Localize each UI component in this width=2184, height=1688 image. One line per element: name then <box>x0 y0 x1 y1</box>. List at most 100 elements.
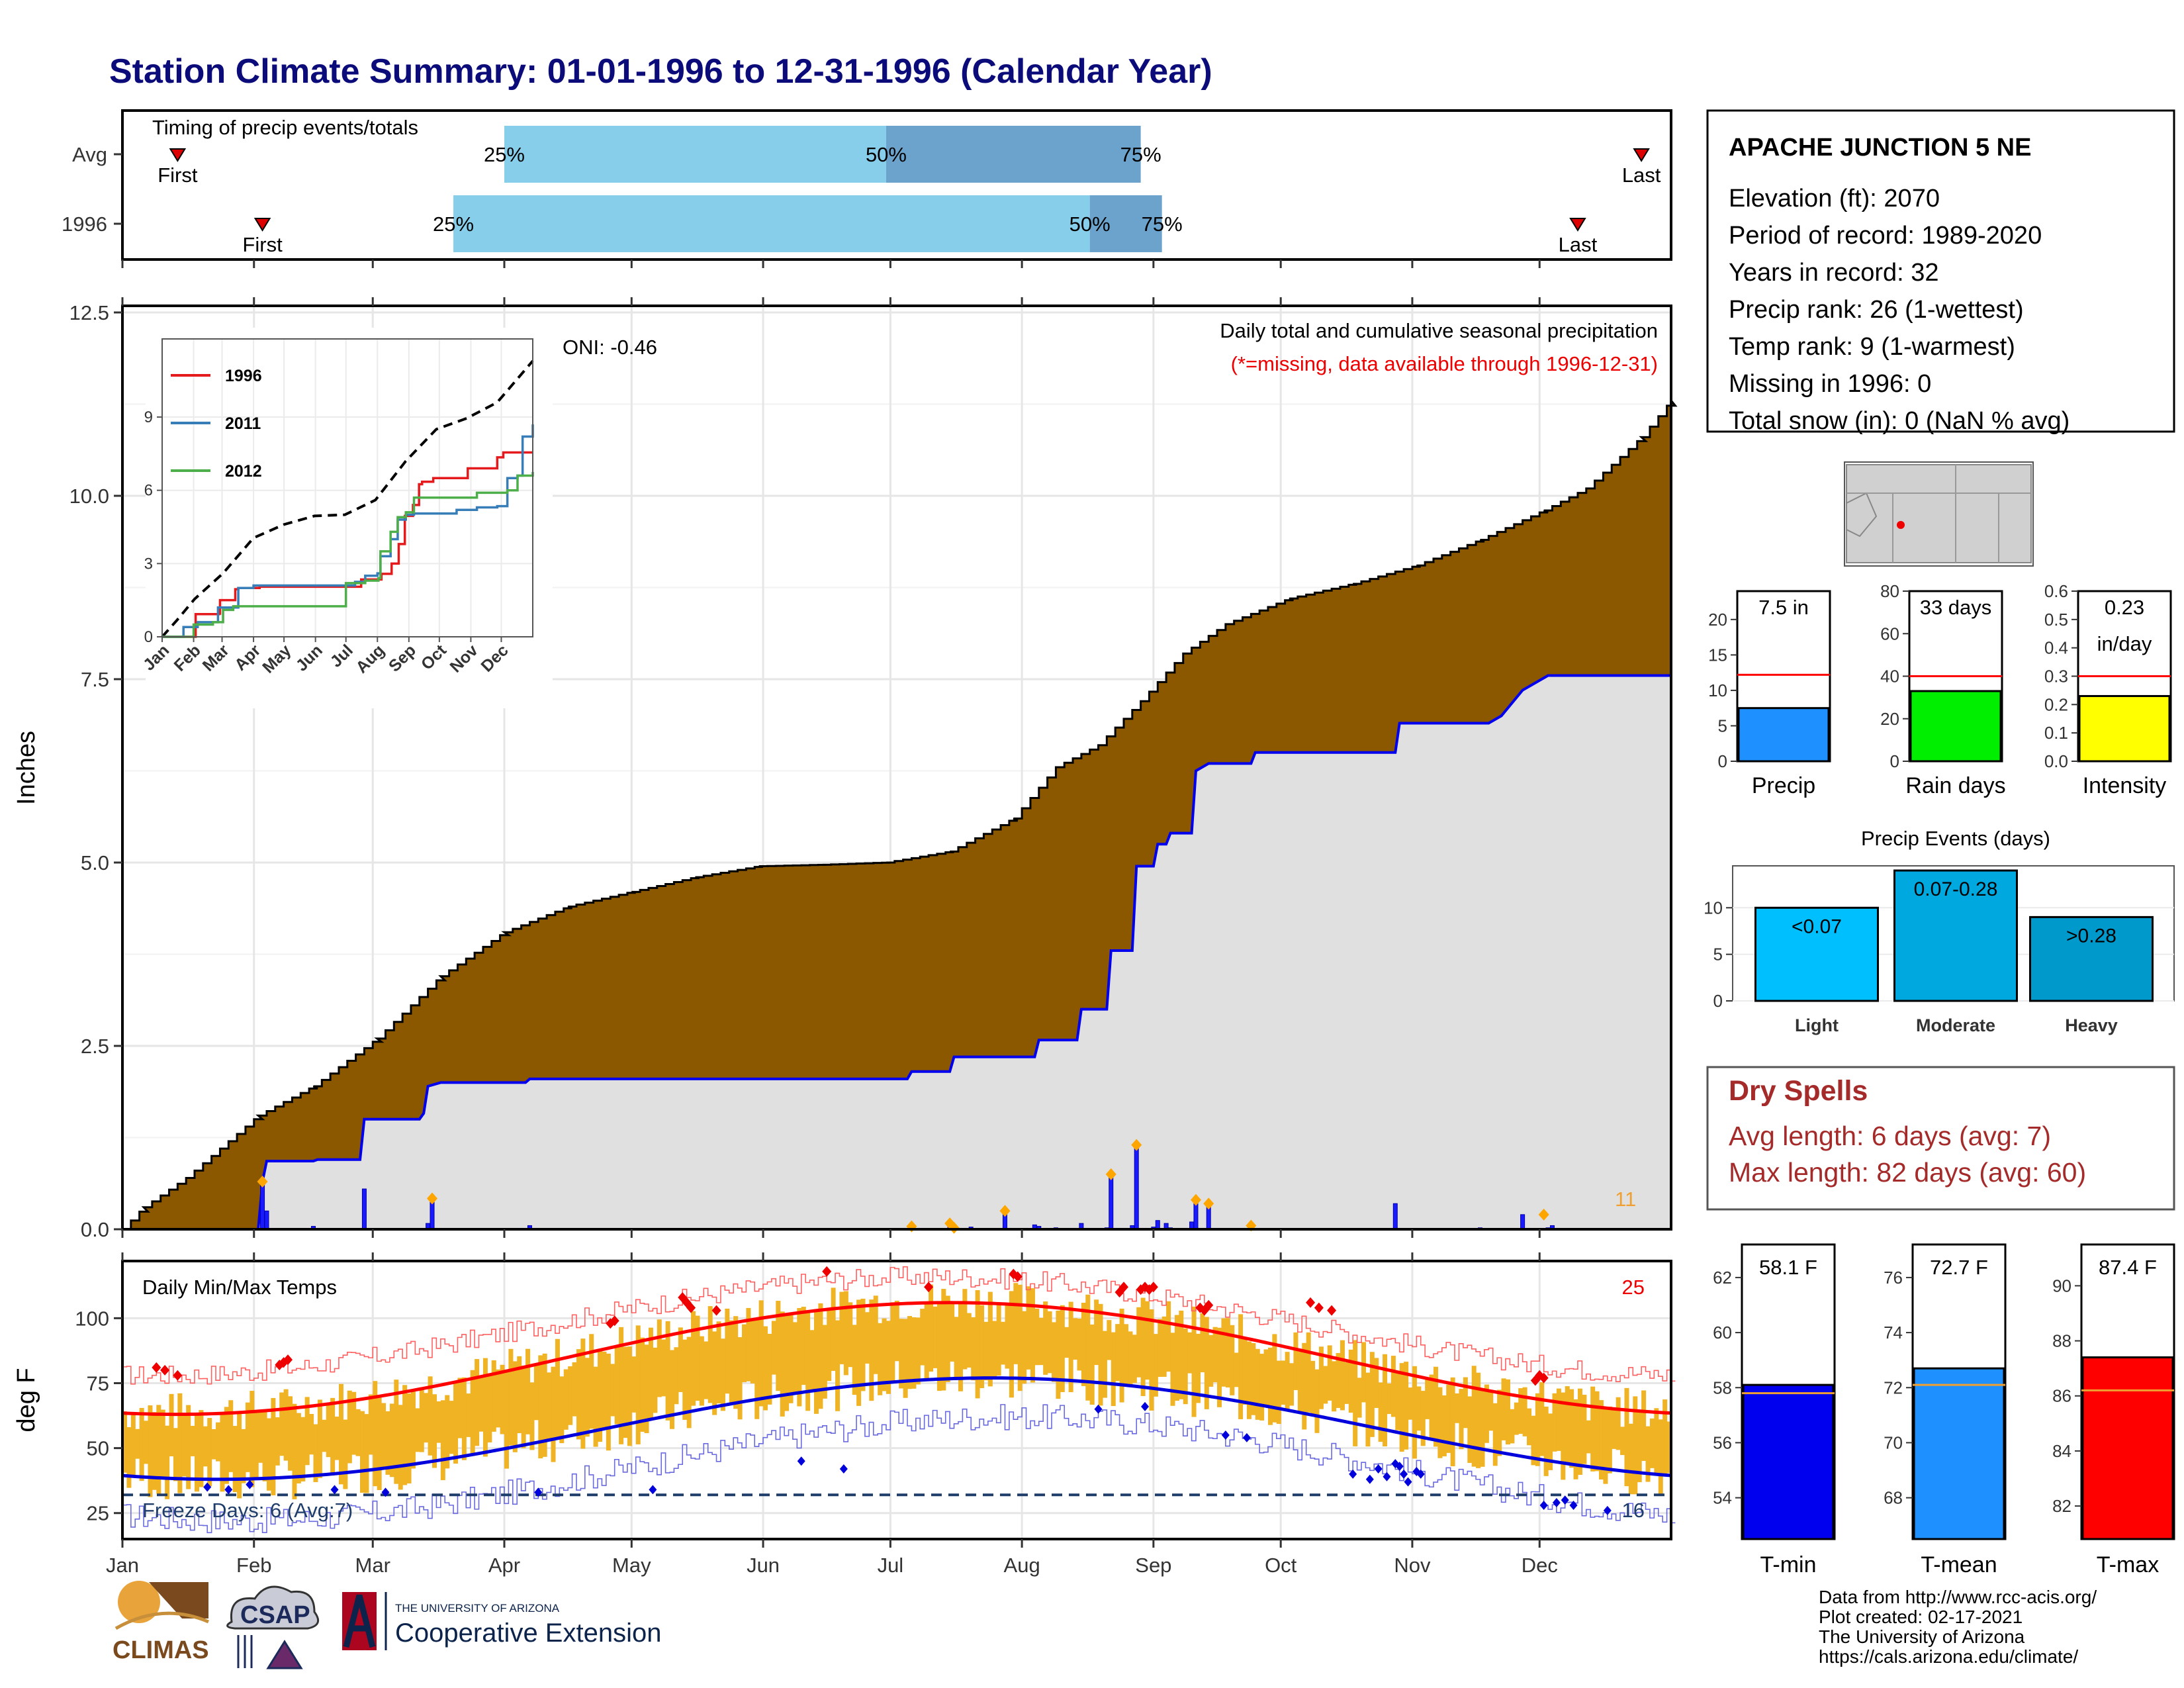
inset-series-line-2012 <box>162 472 534 638</box>
daily-temp-bar <box>296 1413 301 1483</box>
precip-y-tick-label: 10.0 <box>69 485 109 508</box>
mini-temp-label: T-min <box>1760 1552 1817 1577</box>
inset-y-tick-label: 3 <box>144 555 153 573</box>
cold-day-marker <box>1221 1430 1230 1440</box>
daily-temp-bar <box>809 1330 815 1392</box>
daily-temp-bar <box>835 1320 841 1411</box>
daily-precip-bar <box>1392 1203 1398 1230</box>
inset-legend-label: 1996 <box>225 367 262 385</box>
daily-temp-bar <box>1009 1291 1014 1398</box>
credit-line: Data from http://www.rcc-acis.org/ <box>1819 1587 2097 1607</box>
oni-value: ONI: -0.46 <box>563 336 657 359</box>
cold-day-marker <box>1603 1505 1612 1515</box>
mini-precip-bar-precip <box>1737 707 1830 763</box>
daily-temp-bar <box>576 1349 581 1440</box>
daily-temp-bar <box>992 1321 997 1378</box>
daily-temp-bar <box>258 1411 263 1463</box>
mini-precip-tick-label: 0 <box>1718 751 1727 771</box>
daily-temp-bar <box>602 1351 607 1429</box>
hot-day-marker <box>1204 1299 1214 1311</box>
mini-precip-bar-rain-days <box>1909 690 2002 763</box>
daily-precip-bar <box>1109 1174 1114 1230</box>
daily-temp-bar <box>1535 1393 1540 1466</box>
dry-spells-avg: Avg length: 6 days (avg: 7) <box>1729 1121 2051 1151</box>
daily-temp-bar <box>716 1321 721 1404</box>
daily-temp-bar <box>742 1324 747 1382</box>
daily-temp-bar <box>160 1409 165 1479</box>
daily-temp-bar <box>869 1299 874 1401</box>
month-label: Aug <box>1004 1554 1040 1577</box>
mini-precip-tick-label: 0.6 <box>2044 581 2068 601</box>
daily-temp-bar <box>1480 1390 1485 1467</box>
csap-logo: CSAP <box>226 1585 320 1669</box>
daily-temp-bar <box>1302 1342 1307 1430</box>
daily-temp-bar <box>1289 1363 1295 1406</box>
station-info-line: Elevation (ft): 2070 <box>1729 185 1940 212</box>
precip-y-tick-label: 7.5 <box>81 668 109 691</box>
cold-day-marker <box>1539 1500 1548 1510</box>
daily-temp-bar <box>1052 1322 1057 1382</box>
daily-temp-bar <box>792 1322 797 1393</box>
daily-temp-bar <box>797 1307 802 1407</box>
daily-temp-bar <box>410 1389 416 1469</box>
csap-logo-cloud <box>226 1585 320 1630</box>
daily-temp-bar <box>1543 1406 1549 1476</box>
daily-temp-bar <box>373 1381 378 1487</box>
daily-temp-bar <box>237 1412 242 1499</box>
daily-temp-bar <box>754 1319 760 1419</box>
daily-temp-bar <box>1505 1379 1510 1445</box>
cold-day-marker <box>1561 1495 1569 1505</box>
daily-temp-bar <box>958 1303 963 1391</box>
daily-temp-bar <box>1599 1400 1604 1480</box>
daily-temp-bar <box>186 1405 191 1489</box>
daily-temp-bar <box>1179 1310 1184 1399</box>
daily-temp-bar <box>1476 1372 1481 1468</box>
daily-temp-bar <box>915 1317 921 1385</box>
cold-day-marker <box>1094 1404 1103 1414</box>
daily-temp-bar <box>686 1336 692 1429</box>
timing-bar-late <box>1089 195 1162 252</box>
temp-title: Daily Min/Max Temps <box>142 1276 337 1299</box>
cold-day-marker <box>330 1485 339 1495</box>
mini-temp-tick-label: 58 <box>1713 1378 1732 1397</box>
daily-temp-bar <box>181 1415 187 1477</box>
station-info-line: Total snow (in): 0 (NaN % avg) <box>1729 407 2070 435</box>
daily-temp-bar <box>330 1397 336 1476</box>
mini-precip-label: Intensity <box>2083 773 2167 798</box>
events-title: Precip Events (days) <box>1861 827 2050 850</box>
daily-temp-bar <box>568 1366 573 1425</box>
mini-temp-tick-label: 70 <box>1884 1432 1903 1452</box>
daily-temp-bar <box>152 1412 157 1490</box>
mini-precip-tick-label: 5 <box>1718 716 1727 735</box>
daily-temp-bar <box>165 1425 170 1499</box>
daily-temp-bar <box>1666 1421 1672 1474</box>
mini-precip-tick-label: 60 <box>1880 624 1899 643</box>
mini-temp-tick-label: 72 <box>1884 1378 1903 1397</box>
daily-temp-bar <box>699 1336 704 1406</box>
daily-temp-bar <box>1455 1393 1460 1423</box>
daily-temp-bar <box>1615 1397 1621 1450</box>
daily-temp-bar <box>1577 1388 1582 1476</box>
daily-temp-bar <box>610 1364 615 1417</box>
daily-temp-bar <box>1073 1318 1078 1360</box>
daily-temp-bar <box>805 1310 811 1411</box>
daily-temp-bar <box>547 1372 552 1440</box>
daily-temp-bar <box>279 1392 285 1456</box>
timing-pct-25: 25% <box>484 143 525 166</box>
timing-title: Timing of precip events/totals <box>152 116 418 139</box>
avg-max-line <box>122 1301 1672 1417</box>
cold-day-marker <box>649 1485 657 1495</box>
daily-temp-bar <box>1586 1420 1591 1454</box>
daily-temp-bar <box>1068 1301 1073 1393</box>
daily-temp-bar <box>1026 1286 1031 1370</box>
daily-temp-bar <box>1238 1314 1244 1419</box>
daily-temp-bar <box>729 1320 734 1403</box>
daily-temp-bar <box>1612 1407 1617 1449</box>
daily-temp-bar <box>784 1314 790 1411</box>
daily-temp-bar <box>1633 1396 1638 1495</box>
timing-pct-50: 50% <box>866 143 907 166</box>
daily-temp-bar <box>1556 1388 1561 1451</box>
daily-temp-bar <box>461 1377 467 1460</box>
daily-temp-bar <box>1344 1362 1349 1404</box>
mini-precip-value: 0.23 <box>2105 596 2144 619</box>
